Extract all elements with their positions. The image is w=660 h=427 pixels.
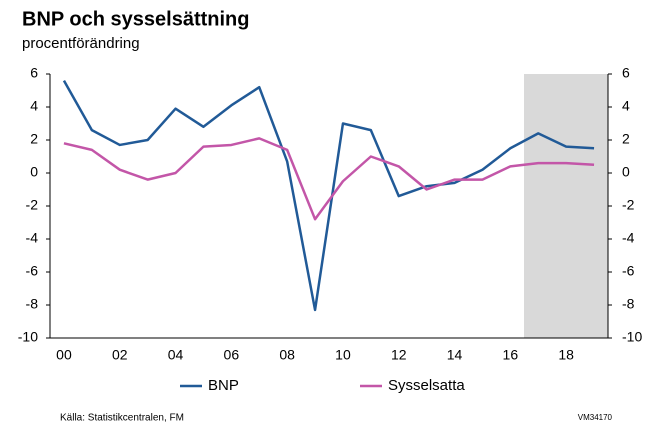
- x-tick-label: 04: [168, 347, 184, 363]
- chart-title: BNP och sysselsättning: [22, 8, 249, 30]
- x-tick-label: 06: [224, 347, 240, 363]
- y-tick-label: -4: [26, 230, 39, 246]
- y2-tick-label: 2: [622, 131, 630, 147]
- y2-tick-label: 4: [622, 98, 630, 114]
- x-tick-label: 12: [391, 347, 407, 363]
- x-tick-label: 00: [56, 347, 72, 363]
- y2-tick-label: -4: [622, 230, 635, 246]
- legend-label: Sysselsatta: [388, 377, 465, 394]
- x-tick-label: 10: [335, 347, 351, 363]
- series-line: [63, 137, 595, 221]
- y-tick-label: -6: [26, 263, 39, 279]
- y2-tick-label: 0: [622, 164, 630, 180]
- x-tick-label: 14: [447, 347, 463, 363]
- code: VM34170: [578, 413, 613, 422]
- source: Källa: Statistikcentralen, FM: [60, 413, 184, 424]
- series-line: [62, 79, 595, 312]
- y2-tick-label: -10: [622, 329, 642, 345]
- y-tick-label: -8: [26, 296, 39, 312]
- y-tick-label: 4: [30, 98, 38, 114]
- y-tick-label: -2: [26, 197, 39, 213]
- y2-tick-label: -2: [622, 197, 635, 213]
- x-tick-label: 08: [279, 347, 295, 363]
- x-tick-label: 18: [558, 347, 574, 363]
- legend-label: BNP: [208, 377, 239, 394]
- y2-tick-label: 6: [622, 65, 630, 81]
- y-tick-label: 6: [30, 65, 38, 81]
- forecast-shade: [524, 74, 608, 338]
- y2-tick-label: -8: [622, 296, 635, 312]
- y-tick-label: 0: [30, 164, 38, 180]
- x-tick-label: 02: [112, 347, 128, 363]
- x-tick-label: 16: [503, 347, 519, 363]
- y2-tick-label: -6: [622, 263, 635, 279]
- chart-subtitle: procentförändring: [22, 35, 140, 52]
- y-tick-label: -10: [18, 329, 38, 345]
- y-tick-label: 2: [30, 131, 38, 147]
